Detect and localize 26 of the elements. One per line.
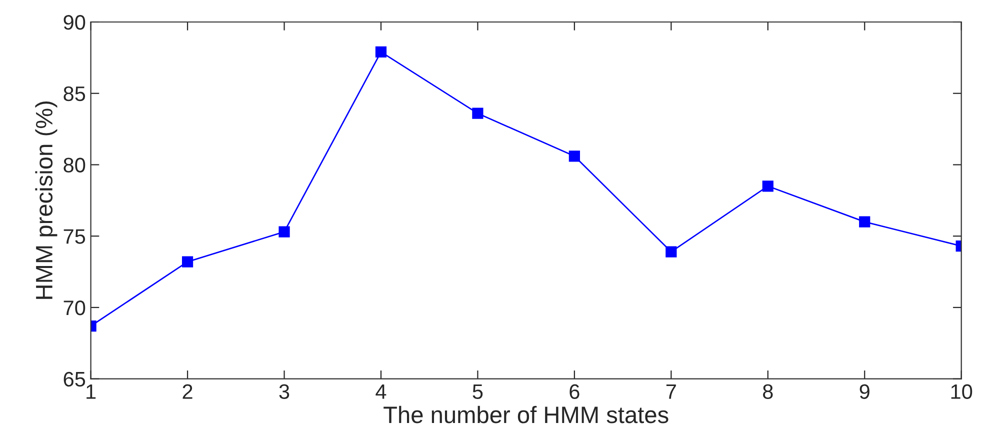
y-tick-label: 75: [64, 229, 86, 244]
x-tick-label: 8: [763, 384, 773, 400]
x-axis-title: The number of HMM states: [384, 406, 668, 424]
x-tick-label: 7: [666, 384, 676, 399]
y-tick-label: 90: [64, 15, 86, 30]
x-tick-label: 10: [951, 384, 972, 400]
point: [762, 180, 774, 192]
x-tick-label: 1: [86, 384, 96, 399]
point: [568, 150, 580, 162]
y-tick-label: 70: [64, 300, 86, 316]
point: [375, 46, 387, 58]
y-tick-label: 85: [64, 86, 86, 102]
x-tick-label: 3: [279, 384, 290, 400]
point: [278, 226, 290, 238]
point: [859, 216, 870, 228]
x-tick-label: 5: [472, 384, 483, 400]
x-tick-label: 6: [570, 384, 580, 400]
y-axis-title: HMM precision (%): [35, 102, 58, 299]
point: [182, 256, 194, 268]
x-tick-label: 9: [860, 384, 870, 400]
x-tick-label: 4: [376, 384, 386, 399]
point: [472, 108, 484, 119]
y-tick-label: 80: [64, 158, 86, 172]
x-tick-label: 2: [182, 384, 192, 399]
point: [666, 246, 677, 258]
y-tick-label: 65: [64, 372, 86, 387]
